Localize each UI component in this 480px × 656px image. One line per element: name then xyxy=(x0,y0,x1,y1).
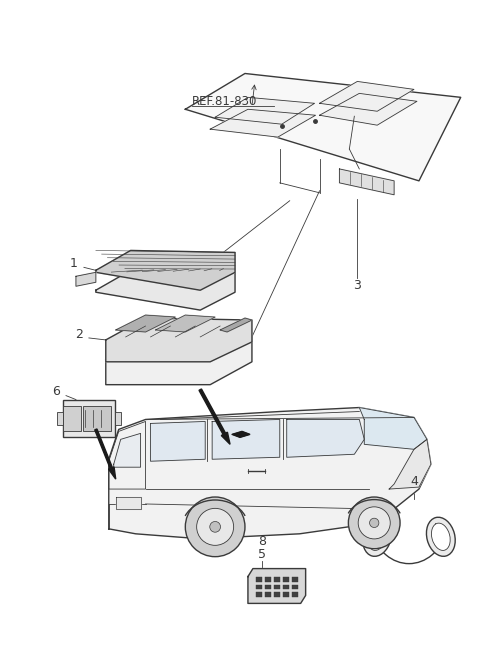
Polygon shape xyxy=(215,97,314,124)
Bar xyxy=(63,400,115,438)
Bar xyxy=(63,405,81,432)
Polygon shape xyxy=(109,407,431,539)
Text: REF.81-830: REF.81-830 xyxy=(192,95,258,108)
Polygon shape xyxy=(106,335,252,384)
Circle shape xyxy=(197,508,234,545)
Polygon shape xyxy=(106,318,252,362)
Polygon shape xyxy=(95,429,116,479)
Polygon shape xyxy=(76,272,96,286)
Bar xyxy=(265,584,271,590)
Bar xyxy=(292,592,298,598)
Polygon shape xyxy=(287,419,364,457)
Polygon shape xyxy=(232,432,250,438)
Circle shape xyxy=(210,522,220,532)
Text: 6: 6 xyxy=(52,385,60,398)
Bar xyxy=(283,577,288,581)
Bar xyxy=(265,577,271,581)
Circle shape xyxy=(185,497,245,557)
Ellipse shape xyxy=(363,517,392,556)
Bar xyxy=(265,592,271,598)
Bar xyxy=(292,577,298,581)
Polygon shape xyxy=(96,270,235,310)
Ellipse shape xyxy=(426,517,455,556)
Bar xyxy=(256,592,262,598)
Bar xyxy=(274,584,280,590)
Polygon shape xyxy=(156,315,215,332)
Circle shape xyxy=(348,497,400,548)
Polygon shape xyxy=(389,440,431,489)
Polygon shape xyxy=(151,421,205,461)
Bar xyxy=(57,411,63,426)
Bar xyxy=(274,592,280,598)
Text: 4: 4 xyxy=(410,474,418,487)
Text: 3: 3 xyxy=(353,279,361,292)
Text: 5: 5 xyxy=(258,548,266,561)
Bar xyxy=(256,584,262,590)
Polygon shape xyxy=(360,407,427,449)
Circle shape xyxy=(370,518,379,527)
Polygon shape xyxy=(185,73,461,181)
Polygon shape xyxy=(199,389,230,444)
Polygon shape xyxy=(320,93,417,125)
Polygon shape xyxy=(116,497,141,509)
Circle shape xyxy=(358,507,390,539)
Text: 8: 8 xyxy=(258,535,266,548)
Bar xyxy=(115,411,120,426)
Text: 2: 2 xyxy=(75,329,83,342)
Polygon shape xyxy=(339,169,394,195)
Polygon shape xyxy=(248,569,306,604)
Bar xyxy=(292,584,298,590)
Polygon shape xyxy=(320,81,414,112)
Bar xyxy=(283,592,288,598)
Polygon shape xyxy=(220,318,252,332)
Polygon shape xyxy=(96,251,235,290)
Polygon shape xyxy=(212,419,280,459)
Polygon shape xyxy=(114,434,141,467)
Polygon shape xyxy=(116,315,175,332)
Bar xyxy=(283,584,288,590)
Bar xyxy=(256,577,262,581)
Text: 1: 1 xyxy=(70,257,78,270)
Polygon shape xyxy=(210,110,315,137)
Bar xyxy=(83,405,111,432)
Ellipse shape xyxy=(368,523,386,550)
Ellipse shape xyxy=(432,523,450,550)
Bar xyxy=(274,577,280,581)
